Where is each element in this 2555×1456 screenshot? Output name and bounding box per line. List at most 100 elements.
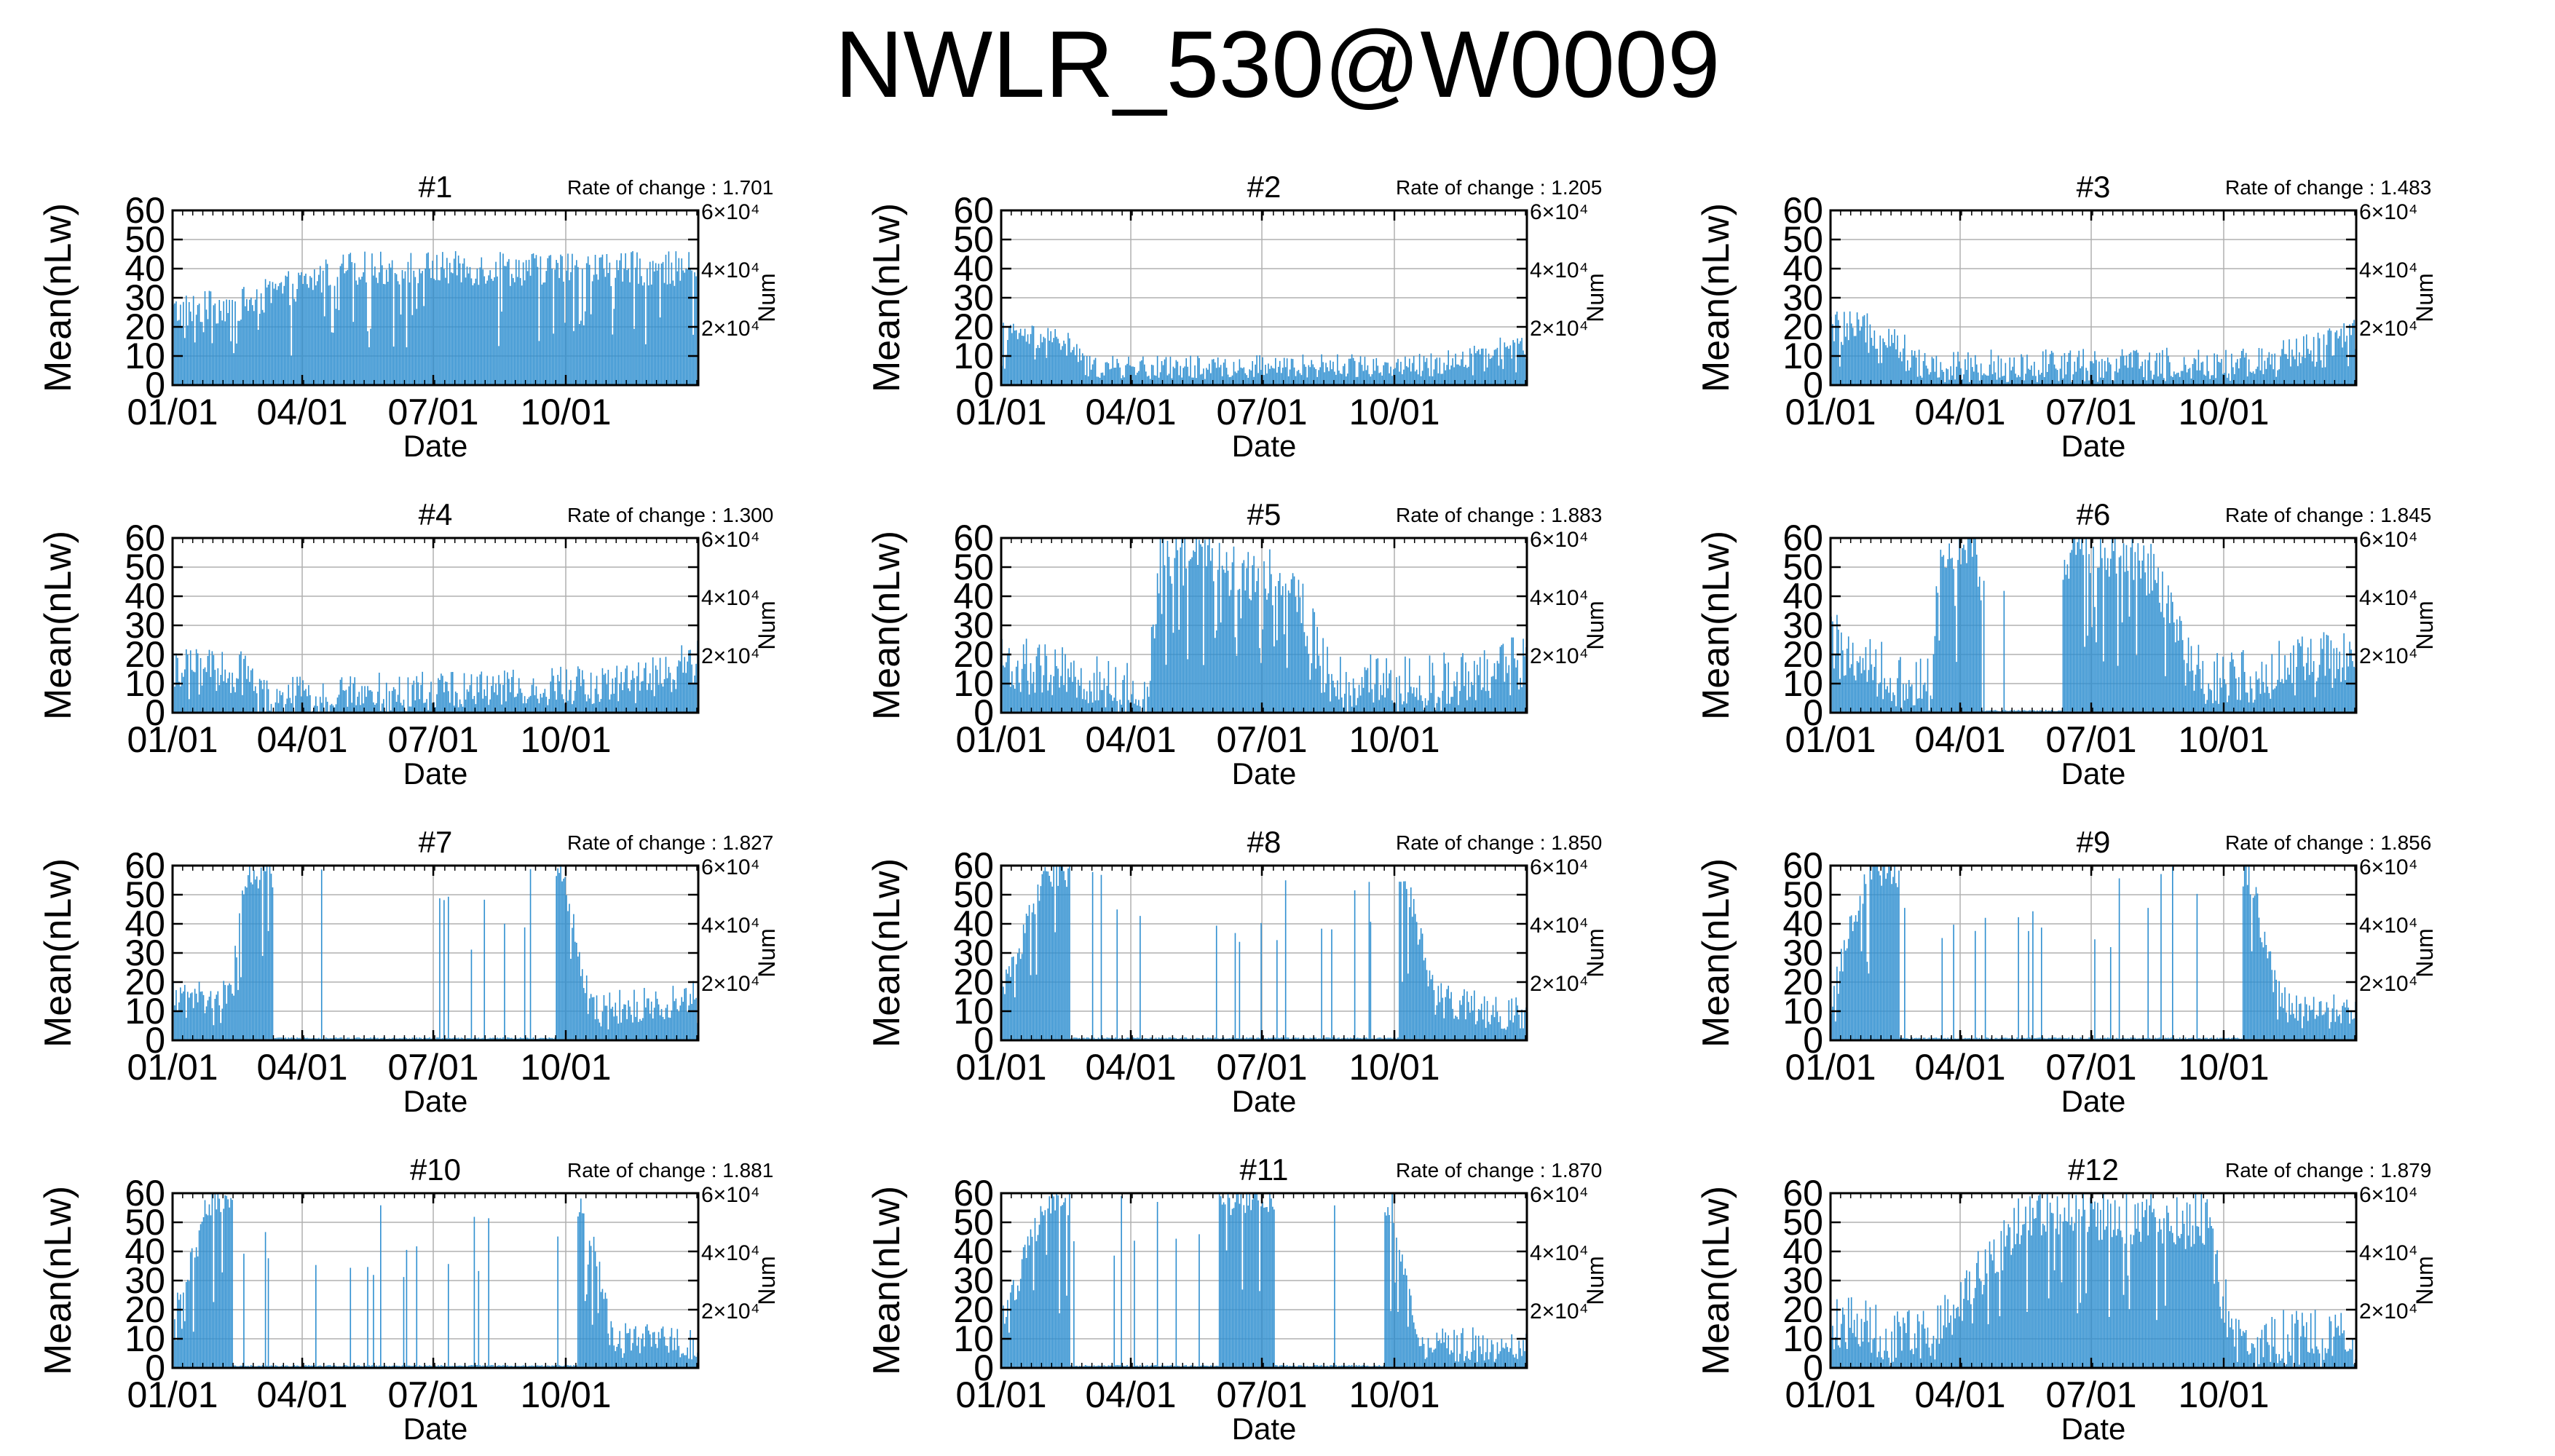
y2-tick-label: 4×10⁴ bbox=[701, 258, 759, 282]
y-tick-label: 60 bbox=[125, 845, 165, 886]
x-axis-label: Date bbox=[2061, 1084, 2126, 1118]
y-tick-label: 20 bbox=[125, 962, 165, 1002]
x-axis-label: Date bbox=[1232, 429, 1297, 463]
x-tick-label: 01/01 bbox=[1785, 1047, 1876, 1088]
y-tick-label: 0 bbox=[974, 365, 994, 405]
rate-of-change-label: Rate of change : 1.483 bbox=[2225, 176, 2431, 199]
x-tick-label: 10/01 bbox=[520, 719, 611, 760]
y-tick-label: 50 bbox=[125, 547, 165, 587]
rate-of-change-label: Rate of change : 1.845 bbox=[2225, 504, 2431, 526]
y2-axis-label: Num bbox=[754, 928, 780, 978]
y2-tick-label: 6×10⁴ bbox=[2359, 855, 2417, 879]
x-tick-label: 10/01 bbox=[1348, 719, 1440, 760]
y-tick-label: 40 bbox=[953, 576, 994, 617]
panel-10: 01/01 04/01 07/01 10/0101020304050602×10⁴4×… bbox=[37, 1152, 780, 1446]
x-axis-label: Date bbox=[403, 756, 468, 791]
panel-title: #8 bbox=[1247, 825, 1282, 859]
y2-axis-label: Num bbox=[754, 601, 780, 650]
y-tick-label: 40 bbox=[953, 248, 994, 289]
y-tick-label: 30 bbox=[1782, 605, 1823, 646]
y-tick-label: 0 bbox=[1803, 692, 1823, 733]
y-tick-label: 0 bbox=[974, 692, 994, 733]
y-tick-label: 40 bbox=[1782, 576, 1823, 617]
x-tick-label: 04/01 bbox=[256, 719, 347, 760]
y-axis-label: Mean(nLw) bbox=[1695, 203, 1737, 392]
y-tick-label: 60 bbox=[1782, 518, 1823, 558]
x-tick-label: 04/01 bbox=[1085, 719, 1176, 760]
y-axis-label: Mean(nLw) bbox=[37, 203, 79, 392]
x-tick-label: 10/01 bbox=[1348, 392, 1440, 432]
y-tick-label: 20 bbox=[953, 306, 994, 347]
panel-title: #5 bbox=[1247, 497, 1282, 531]
x-tick-label: 10/01 bbox=[2178, 719, 2269, 760]
y2-tick-label: 4×10⁴ bbox=[1530, 914, 1588, 938]
y-tick-label: 10 bbox=[1782, 336, 1823, 376]
x-tick-label: 10/01 bbox=[2178, 1047, 2269, 1088]
x-tick-label: 04/01 bbox=[256, 1047, 347, 1088]
panel-title: #3 bbox=[2077, 170, 2111, 204]
y-tick-label: 50 bbox=[953, 219, 994, 260]
y2-tick-label: 2×10⁴ bbox=[701, 317, 759, 341]
series-bars bbox=[1001, 323, 1527, 385]
series-bars bbox=[1831, 311, 2356, 385]
x-tick-label: 07/01 bbox=[387, 392, 478, 432]
y-tick-label: 50 bbox=[1782, 219, 1823, 260]
y2-tick-label: 6×10⁴ bbox=[701, 855, 759, 879]
y-tick-label: 60 bbox=[953, 190, 994, 231]
y-axis-label: Mean(nLw) bbox=[1695, 531, 1737, 720]
y2-tick-label: 6×10⁴ bbox=[1530, 855, 1588, 879]
y-tick-label: 50 bbox=[1782, 547, 1823, 587]
y-tick-label: 20 bbox=[125, 306, 165, 347]
y2-axis-label: Num bbox=[1582, 601, 1608, 650]
y-tick-label: 50 bbox=[953, 547, 994, 587]
rate-of-change-label: Rate of change : 1.205 bbox=[1396, 176, 1602, 199]
series-bars bbox=[173, 1193, 698, 1368]
y-tick-label: 50 bbox=[125, 219, 165, 260]
rate-of-change-label: Rate of change : 1.300 bbox=[567, 504, 773, 526]
y2-tick-label: 6×10⁴ bbox=[1530, 528, 1588, 552]
x-tick-label: 01/01 bbox=[1785, 719, 1876, 760]
y-tick-label: 60 bbox=[125, 518, 165, 558]
y2-tick-label: 4×10⁴ bbox=[2359, 914, 2417, 938]
x-tick-label: 07/01 bbox=[1216, 392, 1307, 432]
x-axis-label: Date bbox=[2061, 756, 2126, 791]
panel-title: #6 bbox=[2077, 497, 2111, 531]
x-tick-label: 04/01 bbox=[1085, 1047, 1176, 1088]
y2-tick-label: 2×10⁴ bbox=[1530, 972, 1588, 996]
y-tick-label: 10 bbox=[1782, 663, 1823, 704]
y-tick-label: 20 bbox=[953, 634, 994, 675]
y-tick-label: 30 bbox=[1782, 277, 1823, 318]
y2-tick-label: 6×10⁴ bbox=[1530, 200, 1588, 224]
y2-axis-label: Num bbox=[1582, 928, 1608, 978]
panel-title: #7 bbox=[419, 825, 453, 859]
x-tick-label: 04/01 bbox=[1914, 392, 2005, 432]
y2-tick-label: 4×10⁴ bbox=[1530, 258, 1588, 282]
panel-title: #2 bbox=[1247, 170, 1282, 204]
y-tick-label: 40 bbox=[1782, 248, 1823, 289]
x-axis-label: Date bbox=[2061, 429, 2126, 463]
y2-tick-label: 2×10⁴ bbox=[1530, 644, 1588, 668]
panel-title: #1 bbox=[419, 170, 453, 204]
x-tick-label: 07/01 bbox=[2045, 1047, 2136, 1088]
y-tick-label: 40 bbox=[125, 903, 165, 944]
x-tick-label: 01/01 bbox=[955, 719, 1046, 760]
y-tick-label: 20 bbox=[1782, 306, 1823, 347]
rate-of-change-label: Rate of change : 1.856 bbox=[2225, 831, 2431, 854]
series-bars bbox=[1831, 538, 2356, 713]
y-axis-label: Mean(nLw) bbox=[37, 858, 79, 1048]
y-tick-label: 0 bbox=[974, 1020, 994, 1061]
y-tick-label: 30 bbox=[125, 933, 165, 973]
rate-of-change-label: Rate of change : 1.883 bbox=[1396, 504, 1602, 526]
y-tick-label: 60 bbox=[953, 845, 994, 886]
series-bars bbox=[1831, 866, 2356, 1040]
series-bars bbox=[1001, 538, 1527, 713]
y2-tick-label: 4×10⁴ bbox=[2359, 586, 2417, 610]
x-tick-label: 07/01 bbox=[387, 1047, 478, 1088]
y-tick-label: 10 bbox=[953, 336, 994, 376]
y2-axis-label: Num bbox=[754, 273, 780, 323]
x-tick-label: 10/01 bbox=[520, 1047, 611, 1088]
